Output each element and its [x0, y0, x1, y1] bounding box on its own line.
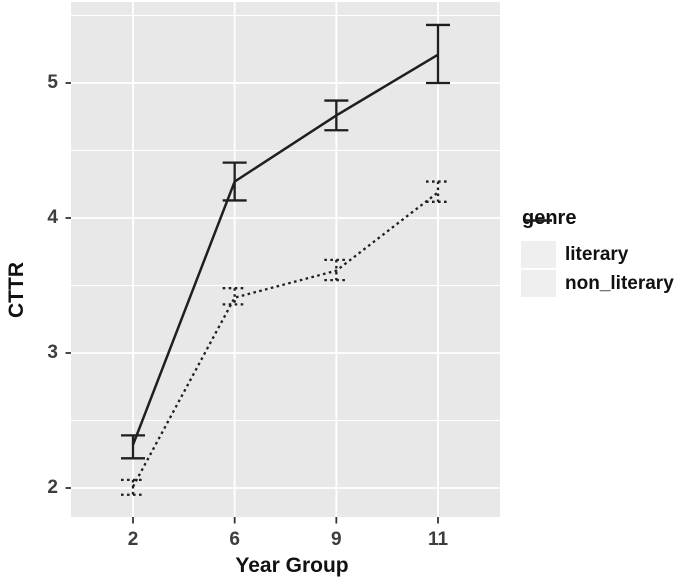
y-tick-label: 5	[47, 72, 58, 93]
legend-label: non_literary	[565, 272, 674, 294]
series-line-literary	[131, 53, 439, 446]
legend-label: literary	[565, 243, 629, 265]
legend-key-solid-line-icon	[521, 219, 556, 268]
legend-items: literary non_literary	[521, 219, 674, 297]
y-tick-label: 3	[47, 342, 58, 363]
plot-panel	[71, 2, 500, 517]
y-axis-title: CTTR	[5, 262, 28, 318]
x-tick-label: 2	[127, 529, 139, 550]
y-tick-label: 2	[47, 477, 58, 498]
x-tick-label: 6	[229, 529, 240, 550]
legend: genre literary non_literary	[521, 207, 674, 299]
x-axis-title: Year Group	[235, 554, 349, 577]
y-tick-label: 4	[47, 207, 58, 228]
legend-item-literary: literary	[521, 219, 674, 268]
legend-title: genre	[522, 207, 577, 229]
x-tick-label: 11	[427, 529, 449, 550]
x-tick-label: 9	[331, 529, 342, 550]
legend-key-dotted-line-icon	[521, 219, 556, 297]
legend-item-non_literary: non_literary	[521, 219, 674, 297]
